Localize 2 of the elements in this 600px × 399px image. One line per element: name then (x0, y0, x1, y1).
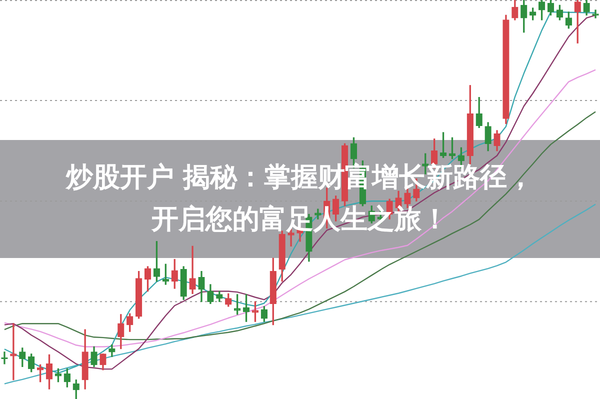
candlestick (189, 246, 196, 294)
candlestick (592, 10, 599, 18)
